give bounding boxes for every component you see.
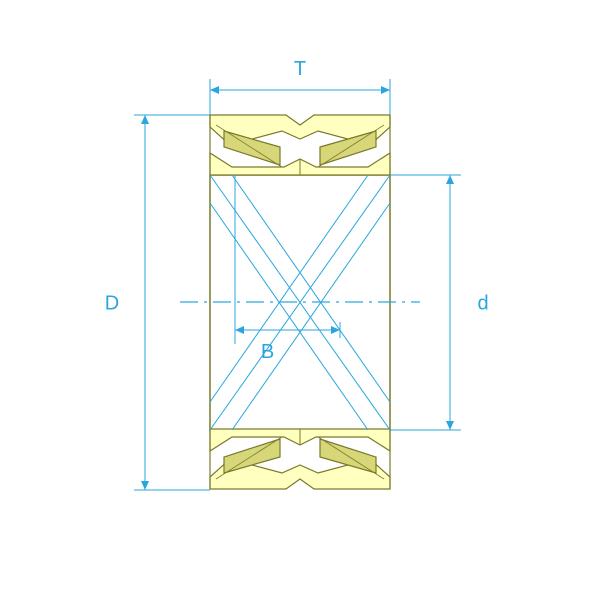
- bearing-diagram-svg: T Dd B: [0, 0, 600, 600]
- label-B: B: [261, 341, 274, 363]
- label-D: D: [105, 293, 119, 315]
- label-T: T: [294, 58, 306, 80]
- diagram-stage: T Dd B: [0, 0, 600, 600]
- label-d: d: [477, 293, 488, 315]
